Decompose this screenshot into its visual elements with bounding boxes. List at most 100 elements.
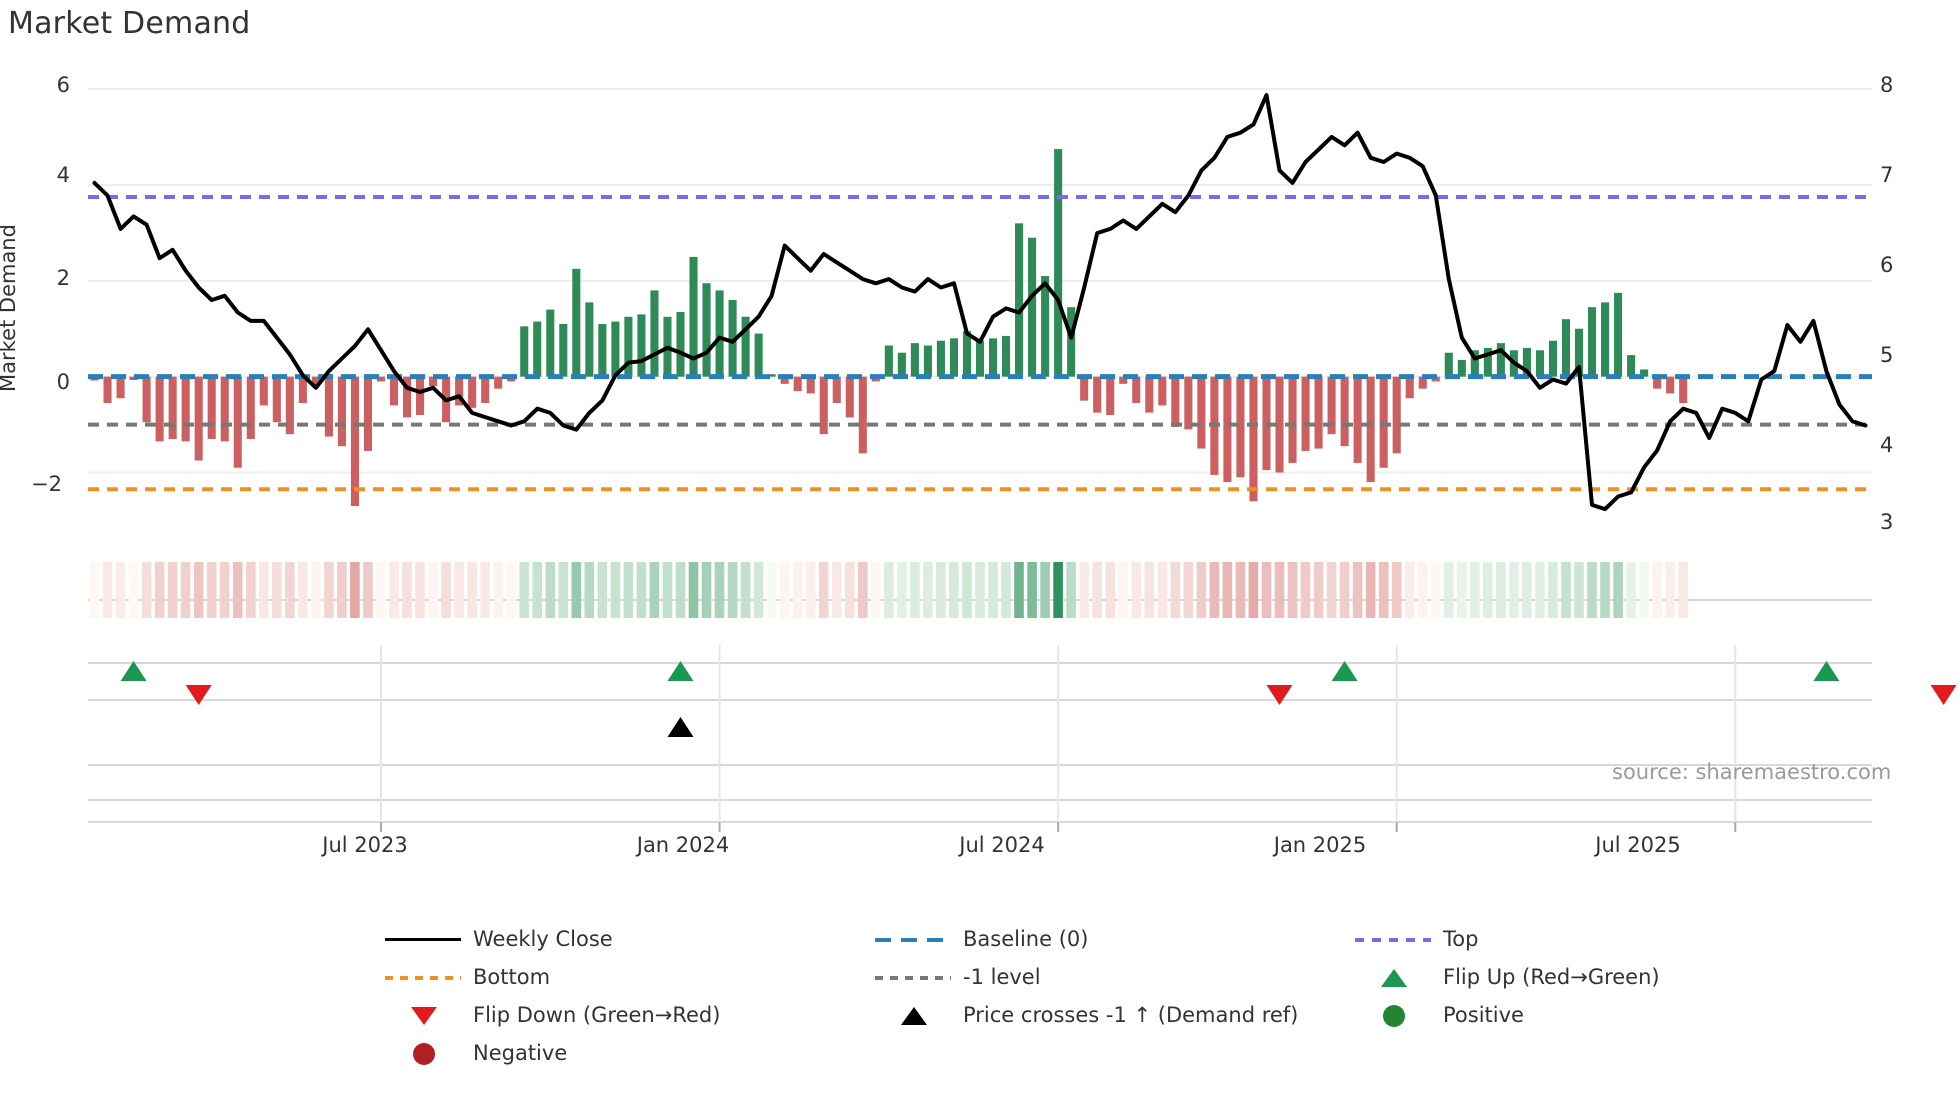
heatmap-cell xyxy=(1417,562,1428,618)
demand-bar xyxy=(1457,359,1466,377)
demand-bar xyxy=(780,376,789,384)
triangle-up-icon xyxy=(1355,965,1431,989)
heatmap-cell xyxy=(1313,562,1324,618)
heatmap-cell xyxy=(1378,562,1389,618)
demand-bar xyxy=(1496,343,1505,377)
demand-bar xyxy=(1340,376,1349,447)
legend-item-negative[interactable]: Negative xyxy=(385,1034,567,1072)
heatmap-cell xyxy=(441,562,451,618)
demand-bar xyxy=(702,283,711,377)
y-tick-right-3: 5 xyxy=(1880,343,1894,367)
demand-bar xyxy=(1106,376,1115,415)
heatmap-cell xyxy=(1079,562,1089,618)
heatmap-cell xyxy=(1496,562,1506,618)
demand-bar xyxy=(923,345,932,377)
demand-bar xyxy=(194,376,203,461)
demand-bar xyxy=(389,376,399,406)
heatmap-cell xyxy=(337,562,347,618)
legend-label-minus-one-level: -1 level xyxy=(963,965,1041,989)
demand-bar xyxy=(259,376,268,406)
heatmap-cell xyxy=(1040,562,1050,618)
heatmap-cell xyxy=(506,562,516,618)
heatmap-cell xyxy=(1131,562,1141,618)
heatmap-cell xyxy=(1639,562,1649,618)
y-tick-right-4: 4 xyxy=(1880,433,1894,457)
x-tick-1: Jan 2024 xyxy=(636,833,730,857)
demand-bar xyxy=(676,311,685,377)
legend-item-minus-one-level[interactable]: -1 level xyxy=(875,958,1041,996)
demand-bar xyxy=(1171,376,1180,427)
legend-item-baseline[interactable]: Baseline (0) xyxy=(875,920,1088,958)
heatmap-cell xyxy=(545,562,556,618)
demand-bar xyxy=(611,321,620,377)
demand-bar xyxy=(246,376,255,439)
heatmap-cell xyxy=(1222,562,1233,618)
heatmap-cell xyxy=(831,562,842,618)
demand-bar xyxy=(897,352,906,377)
heatmap-cell xyxy=(988,562,998,618)
legend-label-weekly-close: Weekly Close xyxy=(473,927,613,951)
demand-bar xyxy=(585,302,594,377)
heatmap-cell xyxy=(1326,562,1337,618)
demand-bar xyxy=(416,376,425,415)
x-tick-2: Jul 2024 xyxy=(959,833,1045,857)
heatmap-cell xyxy=(1248,562,1259,618)
demand-bar xyxy=(1275,376,1284,473)
demand-bar xyxy=(455,376,464,406)
y-tick-left-2: 2 xyxy=(56,266,70,290)
heatmap-cell xyxy=(1548,562,1558,618)
demand-bar xyxy=(1653,376,1662,389)
heatmap-cell xyxy=(649,562,660,618)
legend-item-weekly-close[interactable]: Weekly Close xyxy=(385,920,613,958)
heatmap-cell xyxy=(1626,562,1636,618)
heatmap-cell xyxy=(1587,562,1597,618)
heatmap-cell xyxy=(792,562,803,618)
demand-bar xyxy=(624,316,633,377)
demand-bar xyxy=(429,376,438,387)
heatmap-cell xyxy=(936,562,946,618)
heatmap-cell xyxy=(1430,562,1441,618)
demand-bar xyxy=(1067,307,1076,377)
heatmap-cell xyxy=(662,562,673,618)
demand-bar xyxy=(936,340,945,377)
heatmap-cell xyxy=(89,562,100,618)
legend-item-top[interactable]: Top xyxy=(1355,920,1478,958)
heatmap-cell xyxy=(1522,562,1532,618)
demand-bar xyxy=(949,338,958,377)
heatmap-cell xyxy=(285,562,295,618)
demand-bar xyxy=(988,338,998,377)
y-tick-right-1: 7 xyxy=(1880,163,1894,187)
legend-item-bottom[interactable]: Bottom xyxy=(385,958,550,996)
demand-bar xyxy=(1353,376,1362,463)
demand-bar xyxy=(546,309,555,377)
demand-bar xyxy=(129,376,138,381)
demand-bar xyxy=(754,333,763,377)
circle-red-icon xyxy=(385,1041,461,1065)
heatmap-cell xyxy=(219,562,230,618)
heatmap-cell xyxy=(298,562,308,618)
heatmap-cell xyxy=(1678,562,1688,618)
demand-bar xyxy=(650,290,659,377)
legend-item-flip-down[interactable]: Flip Down (Green→Red) xyxy=(385,996,720,1034)
demand-bar xyxy=(559,323,568,377)
legend-item-price-crosses-minus-one[interactable]: Price crosses -1 ↑ (Demand ref) xyxy=(875,996,1298,1034)
heatmap-cell xyxy=(1235,562,1246,618)
demand-bar xyxy=(1054,149,1063,377)
demand-bar xyxy=(142,376,151,423)
demand-bar xyxy=(1119,376,1128,384)
flip-down-marker xyxy=(1266,685,1293,705)
legend-label-baseline: Baseline (0) xyxy=(963,927,1089,951)
legend-label-negative: Negative xyxy=(473,1041,568,1065)
demand-bar xyxy=(1418,376,1427,389)
demand-bar xyxy=(1627,355,1636,377)
heatmap-cell xyxy=(1574,562,1584,618)
demand-bar xyxy=(1392,376,1401,454)
flip-up-marker xyxy=(667,661,694,681)
demand-bar xyxy=(311,376,320,387)
heatmap-cell xyxy=(610,562,621,618)
legend-item-positive[interactable]: Positive xyxy=(1355,996,1524,1034)
legend-item-flip-up[interactable]: Flip Up (Red→Green) xyxy=(1355,958,1660,996)
heatmap-cell xyxy=(1391,562,1402,618)
heatmap-cell xyxy=(910,562,920,618)
heatmap-cell xyxy=(193,562,204,618)
